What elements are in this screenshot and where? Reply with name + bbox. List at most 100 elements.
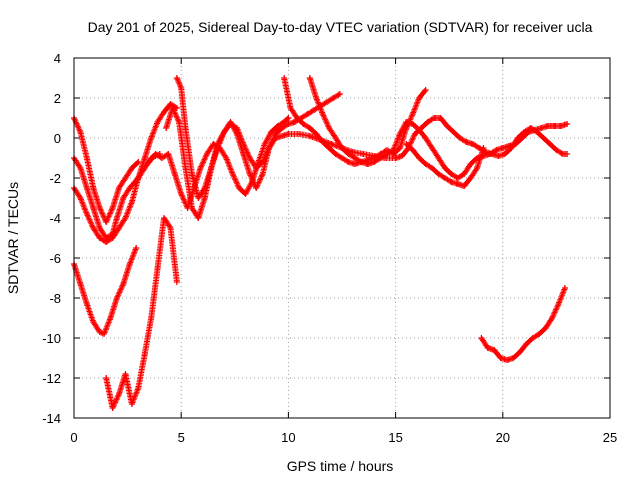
data-point [461,171,468,177]
data-point [326,145,333,151]
data-point [497,355,504,361]
data-point [328,141,335,147]
data-point [182,125,189,131]
y-tick-label: -10 [42,331,61,346]
data-point [116,185,122,191]
data-point [416,155,423,161]
data-point [454,175,461,181]
data-point [173,279,180,285]
data-point [246,155,253,161]
data-point [553,147,560,153]
data-point [435,155,442,161]
data-point [399,153,405,159]
data-point [83,211,90,217]
y-tick-label: -8 [49,291,61,306]
x-tick-label: 0 [70,430,77,445]
data-point [484,345,491,351]
data-point [540,135,547,141]
data-point [360,151,367,157]
data-point [429,165,435,171]
data-point [285,115,292,121]
data-point [422,135,429,141]
data-point [107,315,114,321]
data-point [557,123,564,129]
data-point [501,151,508,157]
data-point [390,147,397,153]
data-point [306,75,313,81]
data-point [246,171,253,177]
data-point [90,225,97,231]
chart-title: Day 201 of 2025, Sidereal Day-to-day VTE… [88,19,593,35]
data-point [116,391,122,397]
data-point [182,165,189,171]
data-point [279,133,285,139]
data-point [508,145,515,151]
data-point [332,151,339,157]
data-point [96,205,103,211]
data-point [345,151,352,157]
data-point [345,159,352,165]
data-point [396,145,403,151]
data-point [313,95,320,101]
y-tick-label: -12 [42,371,61,386]
data-point [339,155,345,161]
series-track-4 [71,245,140,337]
data-point [259,159,266,165]
data-point [491,347,498,353]
series-track-3 [71,101,180,245]
data-point [409,121,416,127]
data-point [101,331,107,337]
data-point [454,181,461,187]
data-point [141,155,148,161]
data-point [409,111,416,117]
series-track-5 [103,215,180,411]
data-point [161,109,167,115]
data-point [285,121,292,127]
data-point [495,153,502,159]
plus-markers [478,285,568,363]
data-point [167,225,174,231]
data-point [467,161,474,167]
data-point [77,195,84,201]
data-point [103,375,110,381]
data-point [534,129,541,135]
data-point [422,87,429,93]
data-point [96,235,103,241]
data-point [319,111,326,117]
series-track-10 [306,75,571,181]
data-point [201,185,208,191]
data-point [227,121,234,127]
data-point [126,261,133,267]
data-point [330,95,337,101]
x-tick-label: 25 [603,430,617,445]
x-tick-label: 20 [496,430,510,445]
data-point [409,147,416,153]
data-point [236,185,243,191]
data-point [77,129,84,135]
data-point [326,125,333,131]
data-point [77,165,84,171]
data-point [281,75,288,81]
data-point [90,205,97,211]
data-point [441,165,448,171]
data-point [154,265,161,271]
y-tick-label: -4 [49,211,61,226]
data-point [456,135,463,141]
y-tick-label: -2 [49,171,61,186]
data-point [371,159,378,165]
data-point [122,215,129,221]
data-point [223,155,230,161]
data-point [364,161,371,167]
data-point [339,145,345,151]
data-point [274,123,281,129]
data-point [287,105,294,111]
data-point [469,141,476,147]
data-point [113,215,120,221]
data-point [203,151,210,157]
data-point [441,175,448,181]
data-point [521,129,528,135]
data-point [392,155,399,161]
data-point [384,151,390,157]
data-point [171,171,178,177]
data-point [178,191,185,197]
